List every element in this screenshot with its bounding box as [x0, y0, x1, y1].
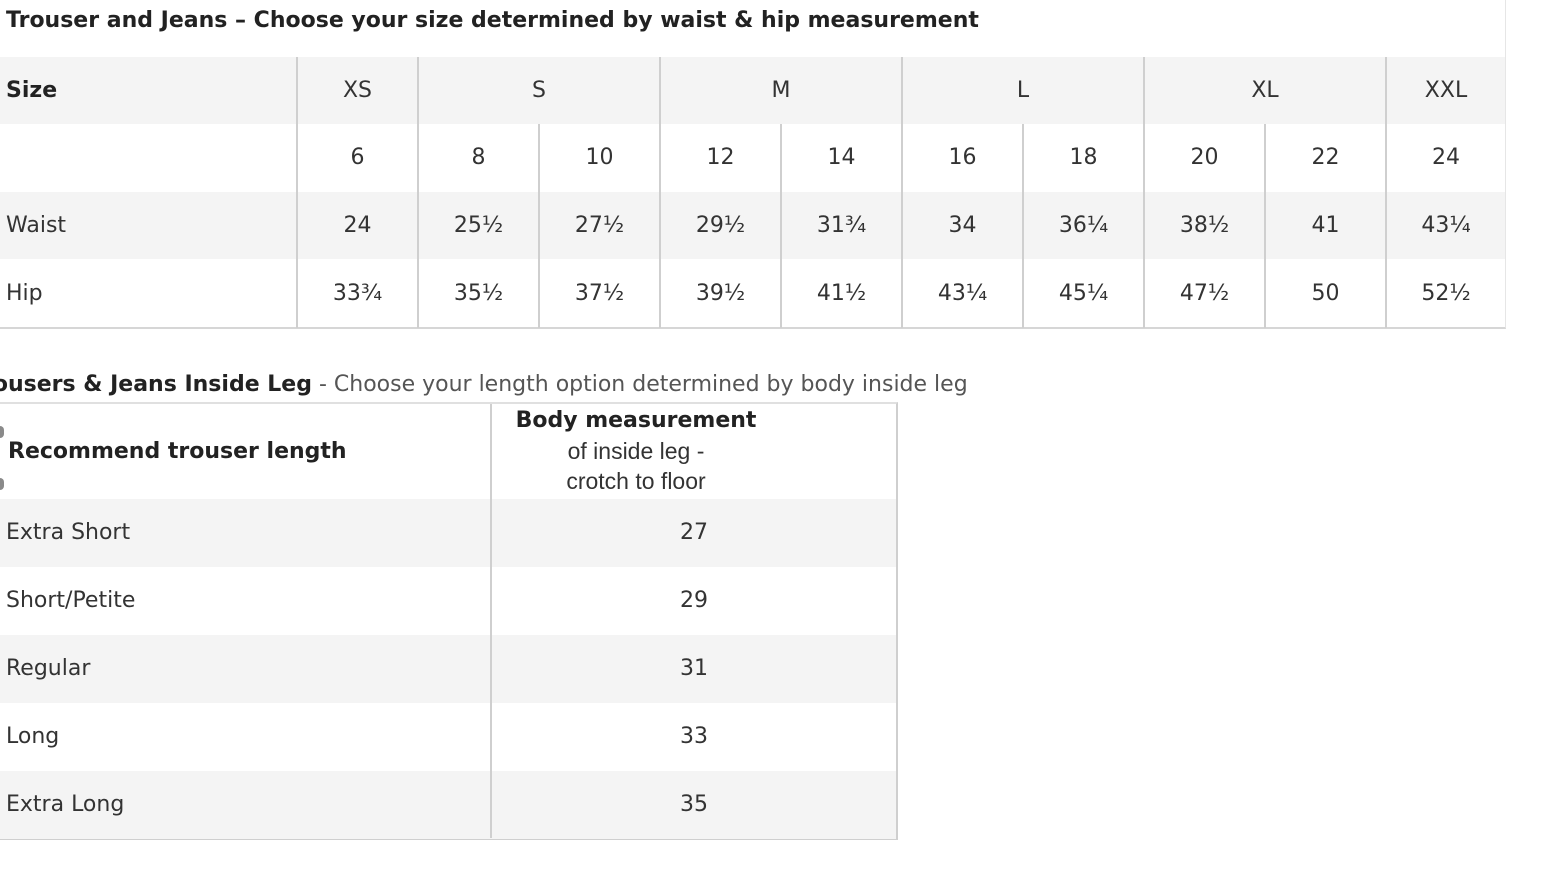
leg-table-row: Regular 31 — [0, 635, 896, 703]
inside-leg-value: 33 — [680, 724, 708, 749]
size-table — [0, 0, 1506, 329]
numeric-size-row: 6 8 10 12 14 16 18 20 22 24 — [0, 124, 1505, 191]
size-letter-cell: XS — [342, 78, 373, 103]
leg-table — [0, 402, 898, 840]
size-group-divider — [296, 57, 298, 328]
hip-value-cell: 45¼ — [1058, 281, 1109, 306]
leg-table-row: Short/Petite 29 — [0, 567, 896, 635]
size-group-divider — [417, 57, 419, 328]
waist-value-cell: 24 — [343, 213, 372, 238]
length-option-name: Long — [6, 724, 60, 749]
numeric-size-cell: 12 — [706, 145, 735, 170]
numeric-size-cell: 24 — [1432, 145, 1460, 170]
length-option-name: Extra Long — [6, 792, 125, 817]
hip-row-label: Hip — [6, 281, 43, 306]
leg-header-length: Recommend trouser length — [8, 439, 347, 464]
waist-row: Waist 24 25½ 27½ 29½ 31¾ 34 36¼ 38½ 41 43¼ — [0, 192, 1505, 259]
waist-value-cell: 41 — [1311, 213, 1340, 238]
numeric-size-cell: 14 — [827, 145, 856, 170]
leg-table-title-rest: - Choose your length option determined b… — [311, 372, 968, 397]
edge-handle-top — [0, 426, 4, 438]
inside-leg-value: 31 — [680, 656, 708, 681]
numeric-size-cell: 8 — [471, 145, 486, 170]
inside-leg-value: 27 — [680, 520, 708, 545]
hip-value-cell: 50 — [1311, 281, 1340, 306]
leg-table-title-bold: rousers & Jeans Inside Leg — [0, 372, 312, 397]
size-letter-cell: XXL — [1424, 78, 1468, 103]
length-option-name: Regular — [6, 656, 91, 681]
size-header-row: Size XS S M L XL XXL — [0, 57, 1505, 124]
leg-table-divider — [490, 404, 492, 838]
numeric-size-cell: 22 — [1311, 145, 1340, 170]
leg-header-measurement-line2: of inside leg - — [567, 438, 705, 464]
waist-value-cell: 34 — [948, 213, 977, 238]
size-column-divider — [1022, 124, 1024, 328]
inside-leg-value: 29 — [680, 588, 708, 613]
size-table-title: Trouser and Jeans – Choose your size det… — [6, 8, 979, 33]
waist-row-label: Waist — [6, 213, 67, 238]
hip-value-cell: 43¼ — [937, 281, 988, 306]
leg-table-row: Long 33 — [0, 703, 896, 771]
numeric-size-cell: 20 — [1190, 145, 1219, 170]
hip-value-cell: 35½ — [453, 281, 504, 306]
leg-header-measurement-line1: Body measurement — [515, 408, 757, 433]
hip-value-cell: 52½ — [1421, 281, 1471, 306]
waist-value-cell: 43¼ — [1421, 213, 1471, 238]
waist-value-cell: 29½ — [695, 213, 746, 238]
size-row-label: Size — [6, 78, 58, 103]
leg-header-measurement-line3: crotch to floor — [566, 468, 706, 494]
hip-value-cell: 39½ — [695, 281, 746, 306]
waist-value-cell: 25½ — [453, 213, 504, 238]
length-option-name: Short/Petite — [6, 588, 136, 613]
waist-value-cell: 36¼ — [1058, 213, 1109, 238]
size-group-divider — [901, 57, 903, 328]
numeric-size-cell: 10 — [585, 145, 614, 170]
size-group-divider — [659, 57, 661, 328]
inside-leg-value: 35 — [680, 792, 708, 817]
waist-value-cell: 27½ — [574, 213, 625, 238]
size-letter-cell: S — [532, 78, 546, 103]
hip-value-cell: 47½ — [1179, 281, 1230, 306]
size-letter-cell: M — [771, 78, 791, 103]
waist-value-cell: 38½ — [1179, 213, 1230, 238]
numeric-size-cell: 6 — [350, 145, 365, 170]
size-column-divider — [1264, 124, 1266, 328]
leg-table-row: Extra Long 35 — [0, 771, 896, 839]
size-letter-cell: L — [1016, 78, 1030, 103]
numeric-size-cell: 16 — [948, 145, 977, 170]
leg-table-title: rousers & Jeans Inside Leg - Choose your… — [0, 372, 968, 397]
size-group-divider — [1143, 57, 1145, 328]
numeric-size-cell: 18 — [1069, 145, 1098, 170]
hip-row: Hip 33¾ 35½ 37½ 39½ 41½ 43¼ 45¼ 47½ 50 52½ — [0, 260, 1505, 327]
length-option-name: Extra Short — [6, 520, 131, 545]
size-letter-cell: XL — [1251, 78, 1279, 103]
size-group-divider — [1385, 57, 1387, 328]
leg-table-header-row: Recommend trouser length Body measuremen… — [0, 404, 896, 499]
hip-value-cell: 41½ — [816, 281, 867, 306]
size-column-divider — [538, 124, 540, 328]
hip-value-cell: 37½ — [574, 281, 625, 306]
edge-handle-bottom — [0, 478, 4, 490]
waist-value-cell: 31¾ — [816, 213, 867, 238]
size-column-divider — [780, 124, 782, 328]
leg-table-row: Extra Short 27 — [0, 499, 896, 567]
hip-value-cell: 33¾ — [332, 281, 383, 306]
leg-header-measurement: Body measurement of inside leg - crotch … — [492, 406, 780, 496]
